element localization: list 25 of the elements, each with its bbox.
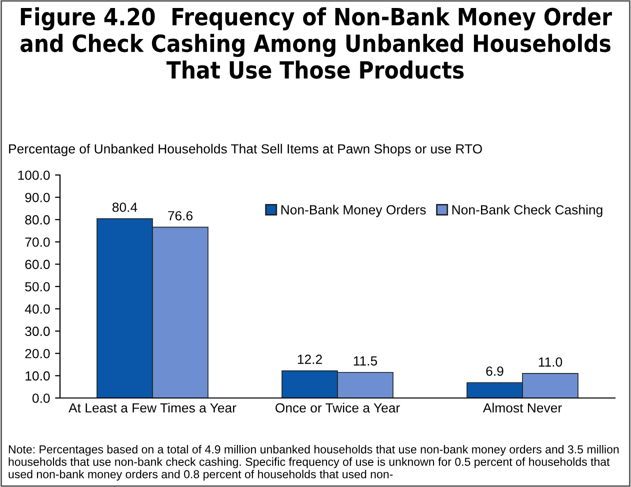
text: 12.2 (298, 354, 322, 364)
text: 76.6 (168, 211, 193, 220)
y-tick-label: 0.0 (32, 394, 50, 403)
text: Note: Percentages based on a total of 4.9 million unbanked households that use non-bank money orders and 3.5 million households that use non-bank check cashing. Specific frequency of use is unknown for 0.5 percent of households that used non-bank money orders and 0.8 percent of households that used non- (8, 445, 619, 481)
y-tick-label: 40.0 (24, 304, 50, 314)
y-tick-label: 100.0 (18, 170, 50, 180)
y-tick-label: 70.0 (25, 237, 50, 247)
text: 11.5 (354, 356, 378, 366)
x-tick-label: At Least a Few Times a Year (68, 402, 236, 413)
y-tick-label: 90.0 (25, 192, 50, 202)
x-tick-label: Once or Twice a Year (276, 402, 400, 413)
legend-label: Non-Bank Check Cashing (452, 204, 602, 218)
y-tick-label: 50.0 (25, 282, 50, 292)
text: 80.4 (112, 202, 138, 212)
text: 11.0 (538, 357, 562, 367)
y-tick-label: 20.0 (25, 348, 50, 358)
x-tick-label: Almost Never (482, 402, 562, 413)
text: 6.9 (486, 366, 504, 376)
legend-label: Non-Bank Money Orders (281, 204, 426, 218)
chart-title: Figure 4.20 Frequency of Non-Bank Money Order and Check Cashing Among Unbanked Households That Use Those Products (20, 7, 612, 79)
y-tick-label: 10.0 (26, 371, 50, 381)
chart-subtitle: Percentage of Unbanked Households That Sell Items at Pawn Shops or use RTO (9, 144, 482, 156)
y-tick-label: 80.0 (25, 215, 50, 225)
y-tick-label: 60.0 (25, 260, 50, 270)
y-tick-label: 30.0 (25, 326, 50, 336)
